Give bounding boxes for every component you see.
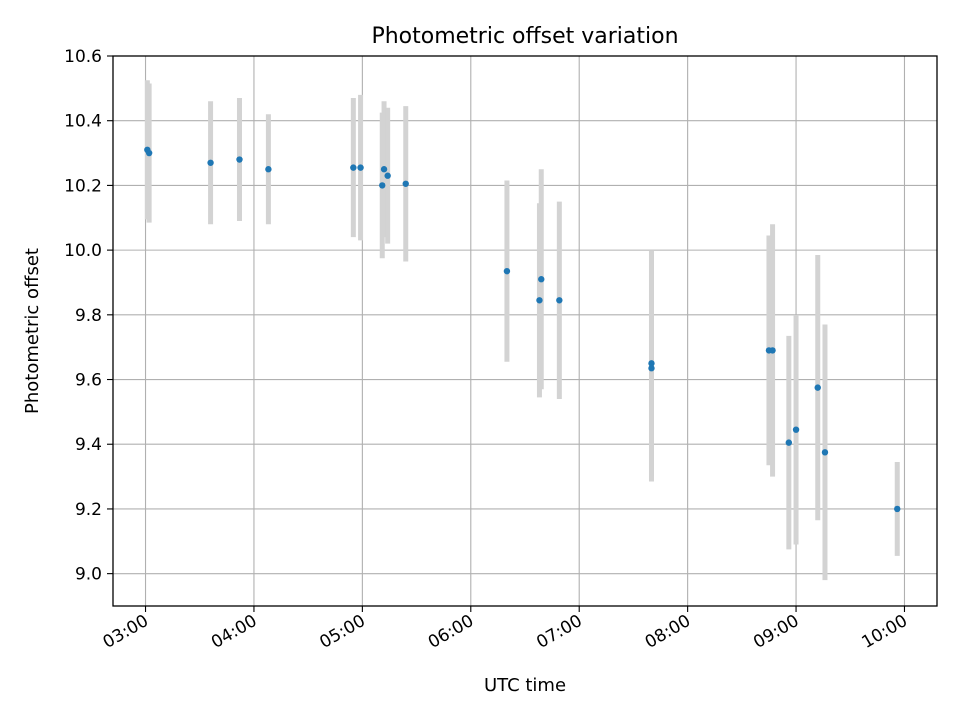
data-point bbox=[648, 360, 655, 367]
y-tick-label: 10.4 bbox=[64, 112, 102, 132]
x-tick-label: 05:00 bbox=[316, 611, 368, 653]
data-point bbox=[384, 172, 391, 179]
data-point bbox=[894, 505, 901, 513]
data-point bbox=[648, 365, 655, 372]
y-axis-title: Photometric offset bbox=[22, 248, 43, 414]
y-tick-label: 9.0 bbox=[75, 565, 102, 585]
y-tick-label: 9.8 bbox=[75, 306, 102, 326]
x-tick-label: 07:00 bbox=[533, 611, 585, 653]
y-tick-label: 10.2 bbox=[64, 176, 102, 196]
y-tick-label: 9.4 bbox=[75, 435, 102, 455]
y-tick-label: 9.6 bbox=[75, 371, 102, 391]
data-point bbox=[785, 439, 793, 446]
grid bbox=[113, 55, 937, 606]
chart-title: Photometric offset variation bbox=[371, 24, 678, 49]
plot-area-frame bbox=[112, 55, 938, 607]
data-point bbox=[265, 166, 272, 173]
data-points bbox=[144, 146, 901, 513]
x-tick-label: 06:00 bbox=[425, 611, 477, 653]
y-tick-label: 9.2 bbox=[75, 500, 102, 520]
data-point bbox=[145, 149, 153, 157]
x-tick-label: 10:00 bbox=[859, 611, 911, 653]
x-tick-label: 04:00 bbox=[208, 611, 260, 653]
x-tick-label: 08:00 bbox=[642, 611, 694, 653]
x-tick-label: 03:00 bbox=[100, 611, 152, 653]
data-point bbox=[503, 267, 511, 275]
data-point bbox=[236, 156, 243, 163]
data-point bbox=[357, 164, 364, 171]
data-point bbox=[814, 384, 821, 391]
data-point bbox=[350, 164, 357, 171]
y-tick-label: 10.6 bbox=[64, 47, 102, 67]
data-point bbox=[769, 347, 776, 354]
x-tick-label: 09:00 bbox=[750, 611, 802, 653]
data-point bbox=[792, 426, 800, 433]
x-axis-title: UTC time bbox=[484, 675, 566, 696]
data-point bbox=[536, 297, 543, 304]
data-point bbox=[207, 159, 214, 166]
data-point bbox=[821, 449, 829, 456]
data-point bbox=[379, 182, 386, 189]
y-tick-label: 10.0 bbox=[64, 241, 102, 261]
data-point bbox=[538, 276, 545, 283]
error-bars bbox=[144, 80, 900, 581]
data-point bbox=[402, 180, 409, 187]
ticks: 03:00 04:00 05:00 06:00 07:00 08:00 09:00 10:00… bbox=[64, 47, 911, 653]
data-point bbox=[556, 297, 563, 304]
data-point bbox=[380, 166, 388, 173]
